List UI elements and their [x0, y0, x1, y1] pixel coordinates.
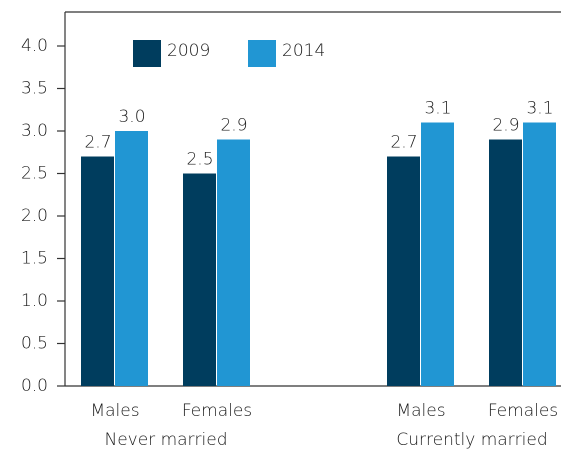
- value-label: 3.1: [424, 99, 451, 119]
- y-tick-label: 3.0: [21, 121, 48, 141]
- value-label: 2.7: [84, 133, 111, 153]
- x-tick-label: Males: [90, 401, 139, 421]
- group-label: Never married: [104, 430, 227, 450]
- y-tick-label: 1.5: [21, 249, 48, 269]
- bar: [81, 156, 114, 386]
- bar: [523, 122, 556, 386]
- legend-label: 2009: [167, 41, 210, 61]
- y-tick-label: 1.0: [21, 291, 48, 311]
- value-label: 3.1: [526, 99, 553, 119]
- value-label: 3.0: [118, 107, 145, 127]
- bar: [387, 156, 420, 386]
- x-tick-label: Females: [182, 401, 252, 421]
- bar: [115, 131, 148, 386]
- y-tick-label: 4.0: [21, 36, 48, 56]
- y-tick-label: 2.0: [21, 206, 48, 226]
- value-label: 2.5: [186, 150, 213, 170]
- y-tick-label: 2.5: [21, 164, 48, 184]
- value-label: 2.9: [220, 116, 247, 136]
- bar: [217, 139, 250, 386]
- bar: [183, 173, 216, 386]
- y-tick-label: 3.5: [21, 79, 48, 99]
- group-label: Currently married: [396, 430, 547, 450]
- y-tick-label: 0.0: [21, 376, 48, 396]
- legend-swatch: [133, 40, 161, 67]
- x-tick-label: Females: [488, 401, 558, 421]
- y-tick-label: 0.5: [21, 334, 48, 354]
- value-label: 2.7: [390, 133, 417, 153]
- bar: [489, 139, 522, 386]
- value-label: 2.9: [492, 116, 519, 136]
- bar: [421, 122, 454, 386]
- legend-swatch: [248, 40, 276, 67]
- x-tick-label: Males: [396, 401, 445, 421]
- legend-label: 2014: [282, 41, 325, 61]
